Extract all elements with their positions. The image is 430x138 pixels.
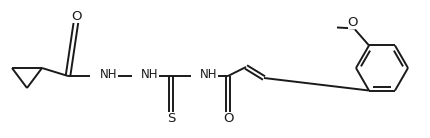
Text: O: O <box>223 112 233 125</box>
Text: S: S <box>167 112 175 125</box>
Text: O: O <box>71 10 81 22</box>
Text: O: O <box>348 16 358 29</box>
Text: NH: NH <box>200 68 218 82</box>
Text: NH: NH <box>141 68 159 82</box>
Text: NH: NH <box>100 68 117 82</box>
